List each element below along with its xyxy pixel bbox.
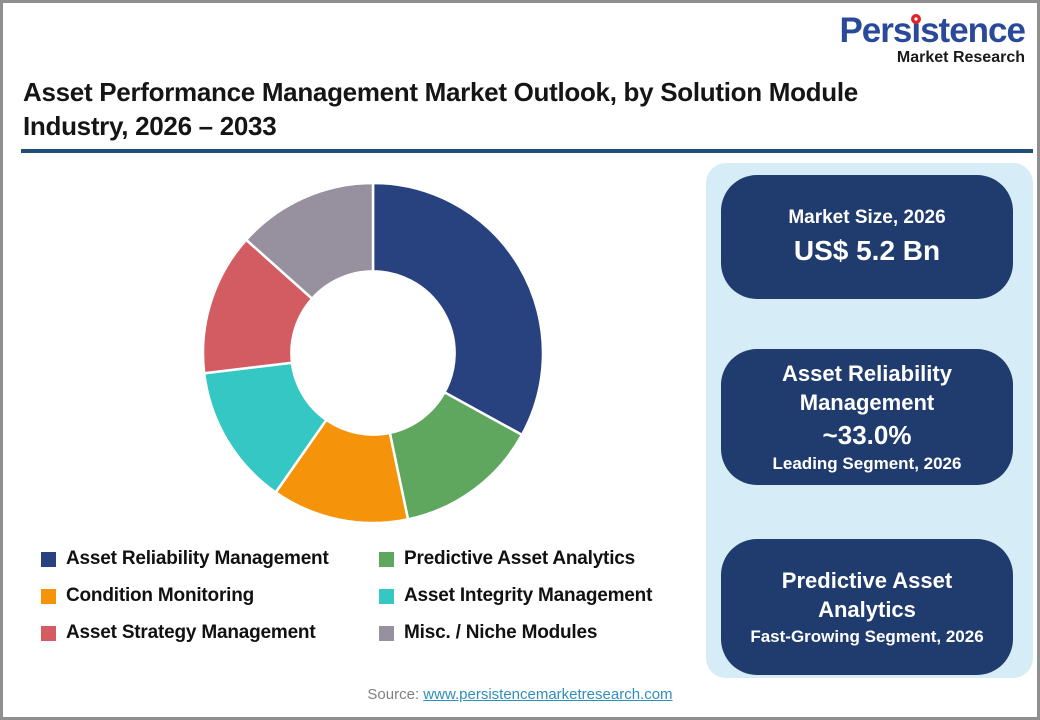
legend-item: Condition Monitoring (41, 585, 379, 607)
logo-red-dot-icon (911, 14, 922, 24)
stat-card-caption: Leading Segment, 2026 (772, 453, 962, 473)
stat-card-fast-growing-segment: Predictive Asset Analytics Fast-Growing … (721, 539, 1013, 675)
legend-label: Asset Integrity Management (404, 585, 653, 606)
stat-card-title: Asset Reliability Management (782, 361, 952, 415)
stat-card-leading-segment: Asset Reliability Management ~33.0% Lead… (721, 349, 1013, 485)
donut-segment-0 (371, 181, 545, 437)
page-title-line2: Industry, 2026 – 2033 (23, 111, 277, 142)
stat-card-caption: Fast-Growing Segment, 2026 (750, 627, 984, 647)
source-label: Source: (367, 686, 420, 703)
legend-swatch-icon (41, 625, 56, 641)
page-title-line1: Asset Performance Management Market Outl… (23, 77, 858, 107)
logo: Persı stence Market Research (839, 11, 1026, 66)
legend-swatch-icon (41, 551, 56, 567)
donut-chart-container (198, 178, 548, 528)
legend-label: Asset Strategy Management (66, 622, 316, 643)
legend-swatch-icon (379, 625, 394, 641)
legend-item: Asset Strategy Management (41, 622, 379, 644)
legend-item: Predictive Asset Analytics (379, 548, 652, 570)
legend-item: Misc. / Niche Modules (379, 622, 652, 644)
legend-label: Misc. / Niche Modules (404, 622, 598, 643)
page-title: Asset Performance Management Market Outl… (23, 75, 858, 144)
stat-card-title: Market Size, 2026 (788, 207, 946, 228)
logo-subtitle: Market Research (896, 49, 1025, 66)
logo-brand-text: Persı stence (839, 11, 1026, 50)
chart-legend: Asset Reliability Management Predictive A… (41, 548, 652, 644)
donut-chart (201, 181, 545, 525)
legend-swatch-icon (379, 588, 394, 604)
source-link[interactable]: www.persistencemarketresearch.com (423, 686, 673, 703)
legend-label: Asset Reliability Management (66, 548, 329, 569)
source-line: Source: www.persistencemarketresearch.co… (3, 686, 1037, 703)
legend-label: Condition Monitoring (66, 585, 255, 606)
legend-swatch-icon (41, 588, 56, 604)
legend-swatch-icon (379, 551, 394, 567)
legend-item: Asset Integrity Management (379, 585, 652, 607)
title-underline (21, 149, 1033, 153)
stat-card-value: US$ 5.2 Bn (793, 235, 941, 266)
legend-label: Predictive Asset Analytics (404, 548, 636, 569)
highlight-panel: Market Size, 2026 US$ 5.2 Bn Asset Relia… (706, 163, 1033, 678)
legend-item: Asset Reliability Management (41, 548, 379, 570)
stat-card-value: ~33.0% (822, 419, 912, 450)
stat-card-market-size: Market Size, 2026 US$ 5.2 Bn (721, 175, 1013, 299)
donut-segment-5 (244, 181, 375, 300)
stat-card-title: Predictive Asset Analytics (781, 567, 953, 622)
